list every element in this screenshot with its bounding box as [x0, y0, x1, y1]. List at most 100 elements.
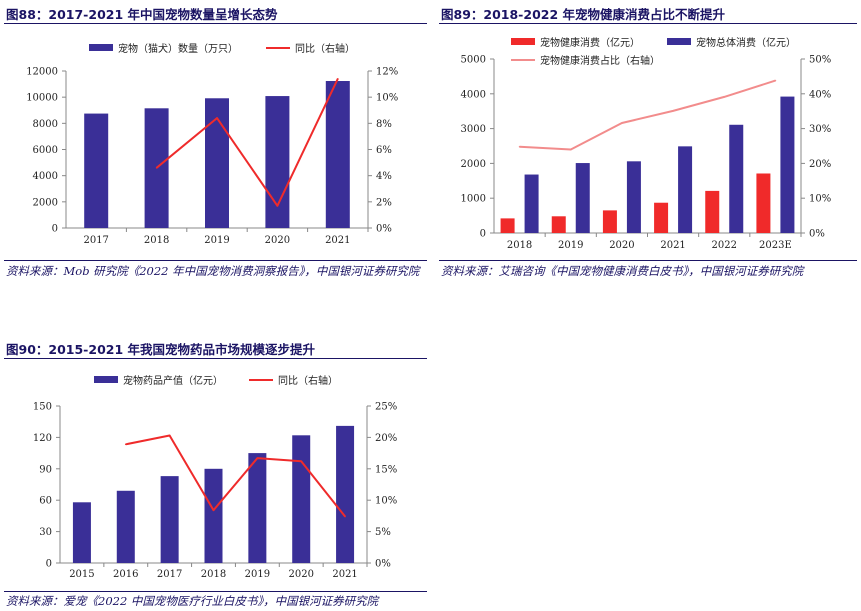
y-tick-label-right: 0% — [376, 224, 392, 235]
bar — [654, 202, 669, 233]
y-tick-label-right: 30% — [809, 124, 831, 135]
y-tick-label-left: 6000 — [33, 145, 58, 156]
bar — [729, 124, 744, 233]
y-tick-label-left: 30 — [39, 527, 52, 538]
legend-swatch-bar — [511, 38, 535, 45]
y-tick-label-left: 4000 — [461, 89, 486, 100]
legend-swatch-bar — [667, 38, 691, 45]
y-tick-label-right: 40% — [809, 89, 831, 100]
line-point — [774, 79, 777, 82]
line-series — [155, 78, 339, 207]
bar — [626, 161, 641, 233]
line-point — [337, 78, 339, 80]
y-tick-label-right: 25% — [375, 402, 397, 413]
chart-3-pet-medicine-market: 宠物药品产值（亿元） 同比（右轴） 0 30 60 90 120 150 0% 5% 10% 15% 2… — [33, 374, 397, 580]
legend-swatch-bar — [89, 44, 113, 51]
line-point — [216, 117, 218, 119]
line-point — [300, 460, 303, 463]
legend-label: 宠物总体消费（亿元） — [696, 36, 796, 49]
chart-2-title: 图89：2018-2022 年宠物健康消费占比不断提升 — [441, 7, 726, 22]
line-point — [344, 515, 346, 518]
y-tick-label-left: 150 — [33, 402, 52, 413]
y-tick-label-left: 1000 — [461, 194, 486, 205]
y-tick-label-left: 2000 — [461, 159, 486, 170]
bar — [575, 163, 590, 233]
y-tick-label-left: 90 — [39, 464, 52, 475]
y-tick-label-left: 5000 — [461, 55, 486, 66]
bar — [756, 173, 771, 233]
x-tick-label: 2016 — [113, 569, 138, 580]
x-tick-label: 2019 — [245, 569, 270, 580]
x-tick-label: 2020 — [265, 235, 290, 246]
bar — [524, 174, 539, 233]
bar — [325, 81, 350, 228]
y-tick-label-right: 8% — [376, 119, 392, 130]
x-tick-label: 2019 — [204, 235, 229, 246]
x-tick-label: 2019 — [558, 240, 583, 251]
chart-1-pet-population: 宠物（猫犬）数量（万只） 同比（右轴） 0 2000 4000 6000 8000 10000… — [26, 42, 398, 246]
y-tick-label-right: 20% — [809, 159, 831, 170]
y-tick-label-left: 8000 — [33, 119, 58, 130]
x-tick-label: 2018 — [507, 240, 532, 251]
y-tick-label-left: 12000 — [26, 67, 58, 78]
x-tick-label: 2021 — [660, 240, 685, 251]
y-tick-label-right: 20% — [375, 433, 397, 444]
y-tick-label-left: 10000 — [26, 93, 58, 104]
y-tick-label-left: 0 — [52, 224, 58, 235]
chart-1-title: 图88：2017-2021 年中国宠物数量呈增长态势 — [6, 7, 278, 22]
bar — [705, 190, 720, 233]
bar — [678, 146, 693, 233]
y-tick-label-right: 10% — [376, 93, 398, 104]
chart-2-bottom-rule — [439, 260, 857, 261]
line-point — [124, 443, 127, 446]
y-tick-label-left: 60 — [39, 496, 52, 507]
x-tick-label: 2021 — [332, 569, 357, 580]
line-point — [672, 110, 674, 112]
y-tick-label-left: 120 — [33, 433, 52, 444]
line-point — [518, 145, 521, 148]
y-tick-label-left: 2000 — [33, 197, 58, 208]
line-point — [276, 204, 279, 207]
bar — [248, 453, 267, 563]
x-tick-label: 2021 — [325, 235, 350, 246]
line-point — [723, 96, 726, 98]
x-tick-label: 2015 — [69, 569, 94, 580]
line-point — [256, 457, 259, 459]
y-tick-label-right: 0% — [809, 229, 825, 240]
line-series — [519, 79, 776, 151]
x-tick-label: 2022 — [712, 240, 737, 251]
y-tick-label-right: 2% — [376, 197, 392, 208]
x-tick-label: 2020 — [609, 240, 634, 251]
y-tick-label-left: 0 — [480, 229, 486, 240]
y-tick-label-right: 0% — [375, 559, 391, 570]
bar — [160, 476, 179, 563]
legend-label: 宠物（猫犬）数量（万只） — [118, 42, 238, 55]
x-tick-label: 2017 — [157, 569, 182, 580]
line-point — [212, 509, 215, 512]
bar — [551, 216, 566, 233]
line-series — [125, 434, 346, 518]
legend-label: 宠物健康消费占比（右轴） — [540, 54, 660, 67]
x-tick-label: 2017 — [83, 235, 108, 246]
line-point — [155, 167, 158, 169]
x-tick-label: 2018 — [144, 235, 169, 246]
x-tick-label: 2018 — [201, 569, 226, 580]
y-tick-label-right: 10% — [375, 496, 397, 507]
chart-3-title: 图90：2015-2021 年我国宠物药品市场规模逐步提升 — [6, 342, 316, 357]
y-tick-label-right: 5% — [375, 527, 391, 538]
chart-3-source: 资料来源：爱宠《2022 中国宠物医疗行业白皮书》，中国银河证券研究院 — [6, 594, 379, 608]
y-tick-label-right: 4% — [376, 171, 392, 182]
chart-2-source: 资料来源：艾瑞咨询《中国宠物健康消费白皮书》，中国银河证券研究院 — [441, 264, 804, 278]
bar — [265, 96, 290, 229]
chart-2-health-consumption: 宠物健康消费（亿元） 宠物总体消费（亿元） 宠物健康消费占比（右轴） 0 1000 200… — [461, 36, 832, 251]
bar — [336, 425, 355, 563]
line-point — [621, 122, 623, 124]
bar — [602, 210, 617, 233]
y-tick-label-right: 15% — [375, 464, 397, 475]
legend-label: 宠物药品产值（亿元） — [123, 374, 223, 387]
bar — [116, 490, 135, 563]
chart-3-bottom-rule — [4, 591, 427, 592]
y-tick-label-right: 50% — [809, 55, 831, 66]
y-tick-label-right: 12% — [376, 67, 398, 78]
y-tick-label-left: 3000 — [461, 124, 486, 135]
